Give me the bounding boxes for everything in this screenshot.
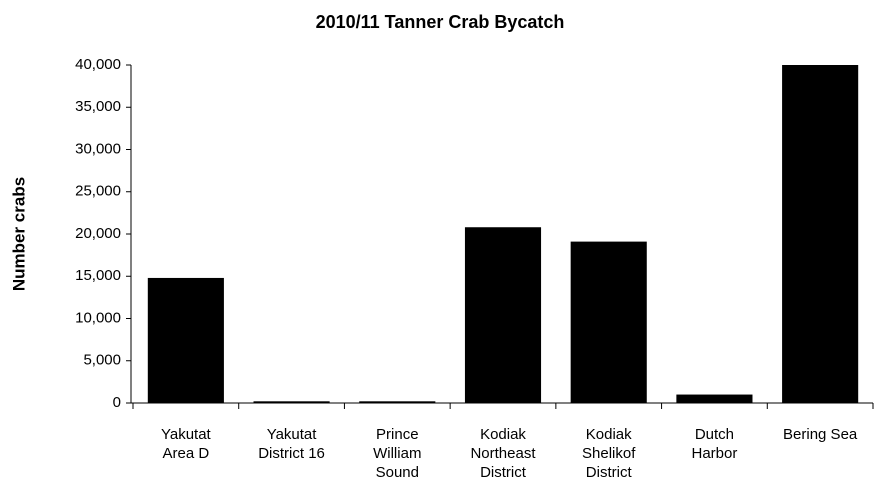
bar (359, 401, 436, 403)
y-tick-label: 30,000 (75, 140, 121, 157)
bar (464, 227, 542, 403)
bar (253, 401, 330, 403)
bar (570, 241, 647, 403)
x-tick-label: Kodiak Shelikof District (582, 426, 636, 481)
y-tick-label: 25,000 (75, 183, 121, 200)
x-tick-label: Yakutat District 16 (258, 426, 325, 462)
x-tick-label: Bering Sea (783, 426, 858, 443)
x-tick-label: Yakutat Area D (161, 426, 212, 462)
x-tick-label: Prince William Sound (373, 426, 421, 481)
bar (782, 65, 859, 403)
y-tick-label: 15,000 (75, 267, 121, 284)
y-tick-label: 40,000 (75, 56, 121, 73)
y-axis-label: Number crabs (9, 177, 28, 291)
y-tick-label: 10,000 (75, 309, 121, 326)
bar (147, 277, 224, 403)
x-tick-label: Dutch Harbor (691, 426, 737, 462)
bar (676, 394, 753, 403)
y-tick-label: 5,000 (83, 352, 121, 369)
y-tick-label: 20,000 (75, 225, 121, 242)
chart-title: 2010/11 Tanner Crab Bycatch (316, 12, 565, 32)
y-tick-label: 35,000 (75, 98, 121, 115)
y-tick-label: 0 (113, 394, 121, 411)
x-tick-label: Kodiak Northeast District (470, 426, 536, 481)
